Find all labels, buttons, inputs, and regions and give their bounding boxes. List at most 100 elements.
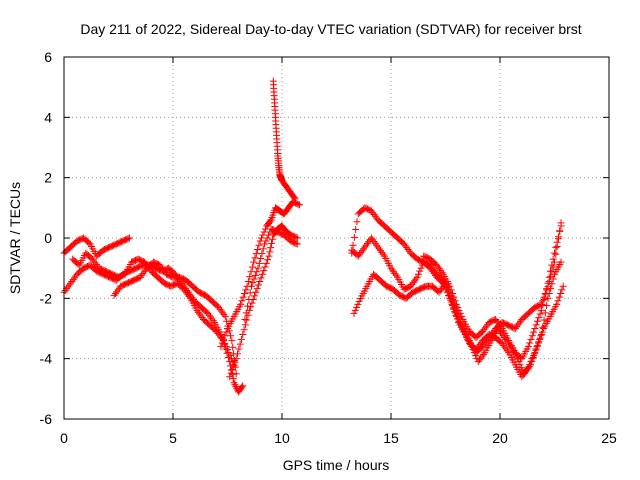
data-point	[231, 381, 239, 389]
data-point	[492, 315, 500, 323]
data-point	[454, 303, 462, 311]
data-point	[141, 258, 149, 266]
data-point	[554, 297, 562, 305]
x-tick-label: 15	[383, 430, 399, 446]
data-point	[264, 256, 272, 264]
y-tick-label: -6	[40, 411, 53, 427]
data-point	[254, 245, 262, 253]
data-point	[528, 357, 536, 365]
data-point	[458, 312, 466, 320]
data-point	[222, 328, 230, 336]
data-point	[92, 261, 100, 269]
data-point	[232, 382, 240, 390]
data-point	[183, 289, 191, 297]
data-point	[124, 235, 132, 243]
data-point	[516, 361, 524, 369]
data-point	[527, 335, 535, 343]
data-point	[355, 297, 363, 305]
data-point	[231, 358, 239, 366]
x-tick-label: 0	[60, 430, 68, 446]
data-point	[391, 270, 399, 278]
data-point	[517, 364, 525, 372]
data-point	[482, 322, 490, 330]
data-point	[537, 332, 545, 340]
data-point	[474, 358, 482, 366]
data-point	[244, 277, 252, 285]
data-point	[377, 247, 385, 255]
data-point	[455, 306, 463, 314]
data-point	[260, 267, 268, 275]
data-point	[208, 315, 216, 323]
data-point	[354, 252, 362, 260]
data-point	[197, 312, 205, 320]
grid-lines	[64, 57, 609, 419]
data-point	[259, 245, 267, 253]
data-point	[361, 243, 369, 251]
data-point	[480, 326, 488, 334]
data-point	[232, 355, 240, 363]
data-points	[60, 77, 567, 396]
data-point	[558, 286, 566, 294]
data-point	[253, 285, 261, 293]
data-point	[246, 273, 254, 281]
data-point	[241, 315, 249, 323]
data-point	[452, 311, 460, 319]
data-point	[358, 247, 366, 255]
series-track-1	[60, 234, 133, 260]
axis-ticks	[63, 56, 610, 420]
data-point	[250, 275, 258, 283]
data-point	[244, 302, 252, 310]
data-point	[404, 245, 412, 253]
data-point	[258, 250, 266, 258]
data-point	[552, 244, 560, 252]
data-point	[180, 285, 188, 293]
data-point	[222, 345, 230, 353]
data-point	[252, 288, 260, 296]
series-track-6	[226, 222, 301, 381]
data-point	[261, 240, 269, 248]
data-point	[293, 240, 301, 248]
data-point	[69, 276, 77, 284]
data-point	[537, 300, 545, 308]
data-point	[450, 293, 458, 301]
data-point	[503, 347, 511, 355]
data-point	[251, 254, 259, 262]
data-point	[239, 382, 247, 390]
data-point	[350, 309, 358, 317]
data-point	[524, 343, 532, 351]
data-point	[478, 352, 486, 360]
data-point	[217, 343, 225, 351]
data-point	[196, 310, 204, 318]
data-point	[262, 259, 270, 267]
data-point	[499, 341, 507, 349]
data-point	[230, 362, 238, 370]
data-point	[257, 255, 265, 263]
data-point	[437, 267, 445, 275]
data-point	[254, 264, 262, 272]
data-point	[403, 244, 411, 252]
data-point	[448, 290, 456, 298]
data-point	[526, 339, 534, 347]
data-point	[390, 268, 398, 276]
data-point	[370, 238, 378, 246]
data-point	[446, 282, 454, 290]
data-point	[229, 375, 237, 383]
data-point	[473, 344, 481, 352]
data-point	[456, 309, 464, 317]
data-point	[248, 263, 256, 271]
data-point	[371, 212, 379, 220]
data-point	[433, 261, 441, 269]
data-point	[292, 233, 300, 241]
data-point	[369, 236, 377, 244]
data-point	[369, 209, 377, 217]
data-point	[435, 265, 443, 273]
data-point	[256, 277, 264, 285]
x-tick-label: 20	[492, 430, 508, 446]
series-track-8	[269, 77, 299, 203]
y-tick-label: -2	[40, 290, 53, 306]
data-point	[268, 235, 276, 243]
data-point	[242, 309, 250, 317]
data-point	[409, 279, 417, 287]
data-point	[356, 250, 364, 258]
data-point	[139, 270, 147, 278]
